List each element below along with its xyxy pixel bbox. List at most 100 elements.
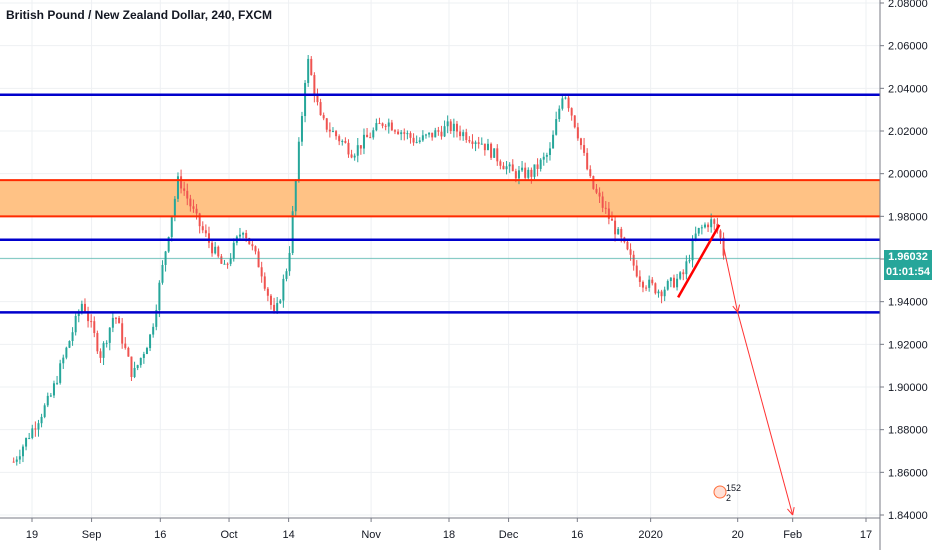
candle-body	[183, 188, 186, 191]
candle-body	[254, 246, 257, 252]
candle-body	[180, 176, 183, 189]
candle-body	[220, 256, 223, 264]
flame-icon	[713, 485, 727, 499]
x-tick-label: Sep	[82, 529, 102, 541]
candle-body	[170, 217, 173, 238]
candle-body	[406, 133, 409, 135]
candle-body	[328, 129, 331, 132]
candle-body	[418, 140, 421, 143]
candle-body	[694, 233, 697, 240]
candle-body	[424, 134, 427, 136]
ideas-badge[interactable]: 152 2	[713, 483, 745, 505]
candle-body	[313, 75, 316, 96]
x-tick-label: 2020	[638, 529, 662, 541]
candle-body	[155, 310, 158, 327]
candle-body	[307, 58, 310, 83]
x-tick-label: 16	[571, 529, 583, 541]
candle-body	[719, 230, 722, 238]
candle-body	[121, 323, 124, 344]
candle-body	[59, 363, 62, 383]
candle-body	[127, 347, 130, 357]
candle-body	[217, 246, 220, 257]
candle-body	[381, 123, 384, 126]
candle-body	[412, 137, 415, 143]
candle-body	[130, 356, 133, 377]
candle-body	[431, 132, 434, 138]
candle-body	[459, 131, 462, 137]
resistance-zone	[0, 180, 880, 217]
candle-body	[635, 265, 638, 277]
candle-body	[362, 134, 365, 149]
candle-body	[133, 368, 136, 377]
chart-title: British Pound / New Zealand Dollar, 240,…	[6, 8, 273, 22]
candle-body	[700, 227, 703, 229]
candle-body	[508, 164, 511, 167]
candle-body	[539, 159, 542, 169]
candle-body	[83, 303, 86, 313]
candle-body	[710, 219, 713, 228]
y-tick-label: 1.98000	[888, 211, 928, 223]
candle-body	[34, 428, 37, 430]
projection-arrow	[723, 248, 795, 516]
arrowhead	[732, 305, 739, 313]
candle-body	[486, 143, 489, 151]
x-tick-label: Feb	[783, 529, 802, 541]
candle-body	[641, 281, 644, 288]
grid-lines	[0, 0, 880, 518]
candle-body	[666, 281, 669, 290]
candle-body	[614, 220, 617, 235]
candle-body	[18, 456, 21, 460]
candle-body	[713, 219, 716, 224]
candle-body	[583, 145, 586, 153]
candle-body	[679, 272, 682, 279]
candle-body	[248, 238, 251, 245]
candle-body	[52, 383, 55, 396]
candle-body	[87, 312, 90, 322]
candle-body	[443, 126, 446, 137]
y-tick-label: 1.92000	[888, 339, 928, 351]
candle-body	[279, 300, 282, 304]
candle-body	[62, 357, 65, 364]
candle-body	[452, 123, 455, 132]
candle-body	[598, 192, 601, 197]
candle-body	[722, 237, 725, 256]
candle-body	[440, 131, 443, 137]
candle-body	[263, 276, 266, 289]
candle-body	[331, 131, 334, 133]
candle-body	[300, 116, 303, 142]
candle-body	[490, 143, 493, 158]
candle-body	[257, 251, 260, 268]
candle-body	[428, 132, 431, 135]
candle-body	[536, 164, 539, 169]
candle-body	[238, 234, 241, 237]
candle-body	[561, 98, 564, 109]
candle-body	[651, 279, 654, 284]
candle-body	[276, 303, 279, 311]
candle-body	[118, 317, 121, 324]
candle-body	[260, 267, 263, 277]
candle-body	[251, 244, 254, 247]
candle-body	[688, 260, 691, 262]
candle-body	[533, 164, 536, 177]
candle-body	[564, 97, 567, 99]
x-tick-label: 14	[282, 529, 294, 541]
x-tick-label: Oct	[220, 529, 237, 541]
candle-body	[397, 131, 400, 135]
candle-body	[629, 249, 632, 255]
candle-body	[660, 291, 663, 297]
candle-body	[173, 198, 176, 218]
y-tick-label: 2.08000	[888, 0, 928, 10]
arrowhead	[787, 508, 794, 516]
candle-body	[161, 264, 164, 283]
candle-body	[223, 263, 226, 265]
candle-body	[111, 317, 114, 328]
candle-body	[378, 123, 381, 125]
candle-body	[434, 130, 437, 138]
candle-body	[31, 428, 34, 438]
candle-body	[682, 272, 685, 275]
candle-body	[558, 108, 561, 120]
candle-body	[56, 382, 59, 384]
candle-body	[511, 164, 514, 172]
candle-body	[477, 142, 480, 144]
